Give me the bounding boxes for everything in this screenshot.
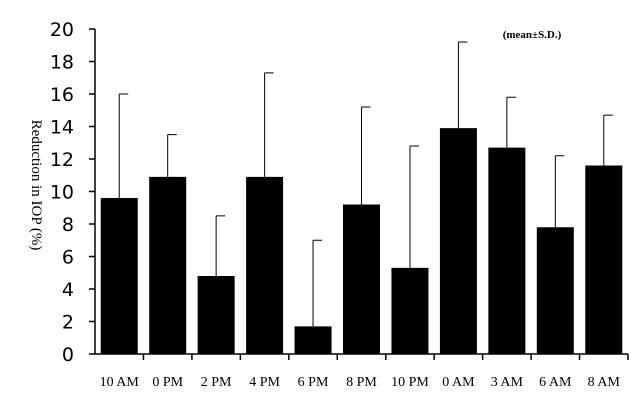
y-tick-label: 12	[50, 149, 74, 171]
bar-6-am	[536, 227, 574, 354]
bar-4-pm	[246, 176, 284, 354]
bar-6-pm	[294, 326, 332, 354]
bar-8-pm	[343, 204, 380, 354]
x-tick-label: 8 PM	[346, 375, 377, 390]
y-tick-label: 14	[50, 117, 74, 139]
y-tick-label: 10	[50, 182, 74, 204]
y-tick-label: 8	[62, 214, 74, 236]
y-tick-label: 0	[62, 344, 74, 366]
y-tick-label: 20	[50, 19, 74, 41]
bars	[100, 128, 623, 354]
y-axis-label: Reduction in IOP (%)	[28, 120, 44, 251]
x-tick-label: 3 AM	[491, 375, 524, 390]
error-bars	[118, 41, 613, 327]
bar-8-am	[585, 165, 623, 354]
y-tick-label: 2	[62, 312, 74, 334]
x-tick-label: 10 AM	[100, 375, 140, 390]
x-tick-label: 4 PM	[249, 375, 280, 390]
x-axis-ticks: 10 AM 0 PM 2 PM 4 PM 6 PM 8 PM 10 PM 0 AM 3 AM 6 …	[100, 354, 629, 390]
x-tick-label: 8 AM	[588, 375, 621, 390]
bar-3-am	[488, 147, 526, 354]
mean-sd-note: (mean±S.D.)	[503, 29, 562, 41]
y-axis-ticks: 0 2 4 6 8 10 12 14 16 18 20	[50, 19, 95, 366]
y-tick-label: 6	[62, 247, 74, 269]
bar-10-am	[100, 198, 138, 354]
x-tick-label: 6 AM	[539, 375, 572, 390]
x-tick-label: 0 AM	[442, 375, 475, 390]
x-tick-label: 6 PM	[298, 375, 329, 390]
x-tick-label: 2 PM	[201, 375, 232, 390]
y-tick-label: 4	[62, 279, 74, 301]
bar-0-pm	[149, 176, 187, 354]
x-tick-label: 10 PM	[391, 375, 429, 390]
y-tick-label: 16	[50, 84, 74, 106]
y-tick-label: 18	[50, 52, 74, 74]
bar-2-pm	[197, 276, 235, 354]
bar-0-am	[439, 128, 477, 354]
x-tick-label: 0 PM	[152, 375, 183, 390]
bar-10-pm	[391, 267, 429, 354]
